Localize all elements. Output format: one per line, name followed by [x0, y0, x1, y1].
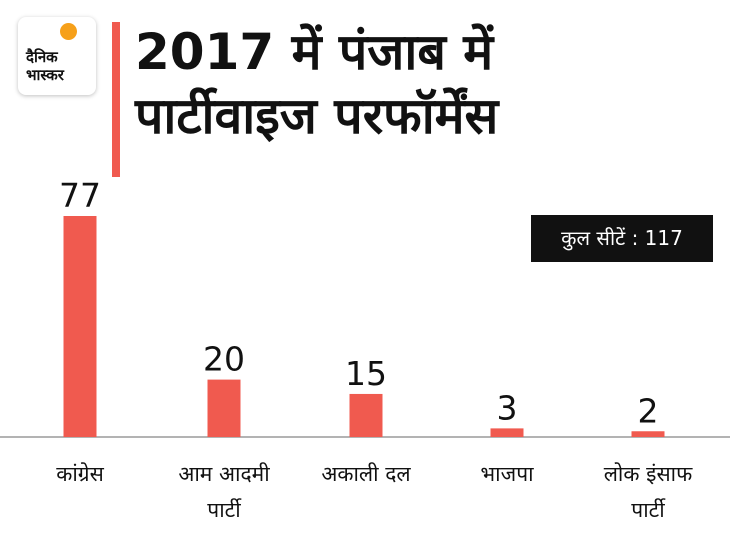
bar — [631, 431, 665, 437]
bar-value-label: 3 — [497, 388, 518, 427]
x-tick-label-line: कांग्रेस — [56, 462, 104, 486]
logo-text-line1: दैनिक — [26, 48, 58, 66]
bar — [207, 379, 241, 437]
x-tick-label-line: लोक इंसाफ — [603, 462, 693, 486]
x-tick-label-line: भाजपा — [480, 462, 534, 486]
bar-value-label: 2 — [638, 391, 659, 430]
x-tick-label-line: पार्टी — [207, 498, 241, 522]
bar — [63, 216, 97, 437]
x-tick-label-line: आम आदमी — [178, 462, 270, 486]
chart-title-line2: पार्टीवाइज परफॉर्मेंस — [135, 87, 499, 145]
sun-icon — [60, 23, 77, 40]
x-tick-label: कांग्रेस — [5, 456, 155, 492]
title-accent-bar — [112, 22, 120, 177]
x-tick-label: लोक इंसाफ पार्टी — [573, 456, 723, 528]
x-tick-label-line: पार्टी — [631, 498, 665, 522]
bar-value-label: 15 — [345, 354, 387, 393]
dainik-bhaskar-logo: दैनिक भास्कर — [18, 17, 96, 95]
total-seats-badge: कुल सीटें : 117 — [531, 215, 713, 262]
chart-title: 2017 में पंजाब में पार्टीवाइज परफॉर्मेंस — [135, 20, 715, 148]
chart-title-line1: 2017 में पंजाब में — [135, 23, 494, 81]
x-tick-label: अकाली दल — [291, 456, 441, 492]
x-tick-label-line: अकाली दल — [321, 462, 411, 486]
x-tick-label: भाजपा — [432, 456, 582, 492]
logo-text-line2: भास्कर — [26, 66, 64, 84]
bar-value-label: 77 — [59, 176, 101, 215]
bar-value-label: 20 — [203, 340, 245, 379]
bar — [490, 428, 524, 437]
x-tick-label: आम आदमी पार्टी — [149, 456, 299, 528]
bar — [349, 393, 383, 437]
